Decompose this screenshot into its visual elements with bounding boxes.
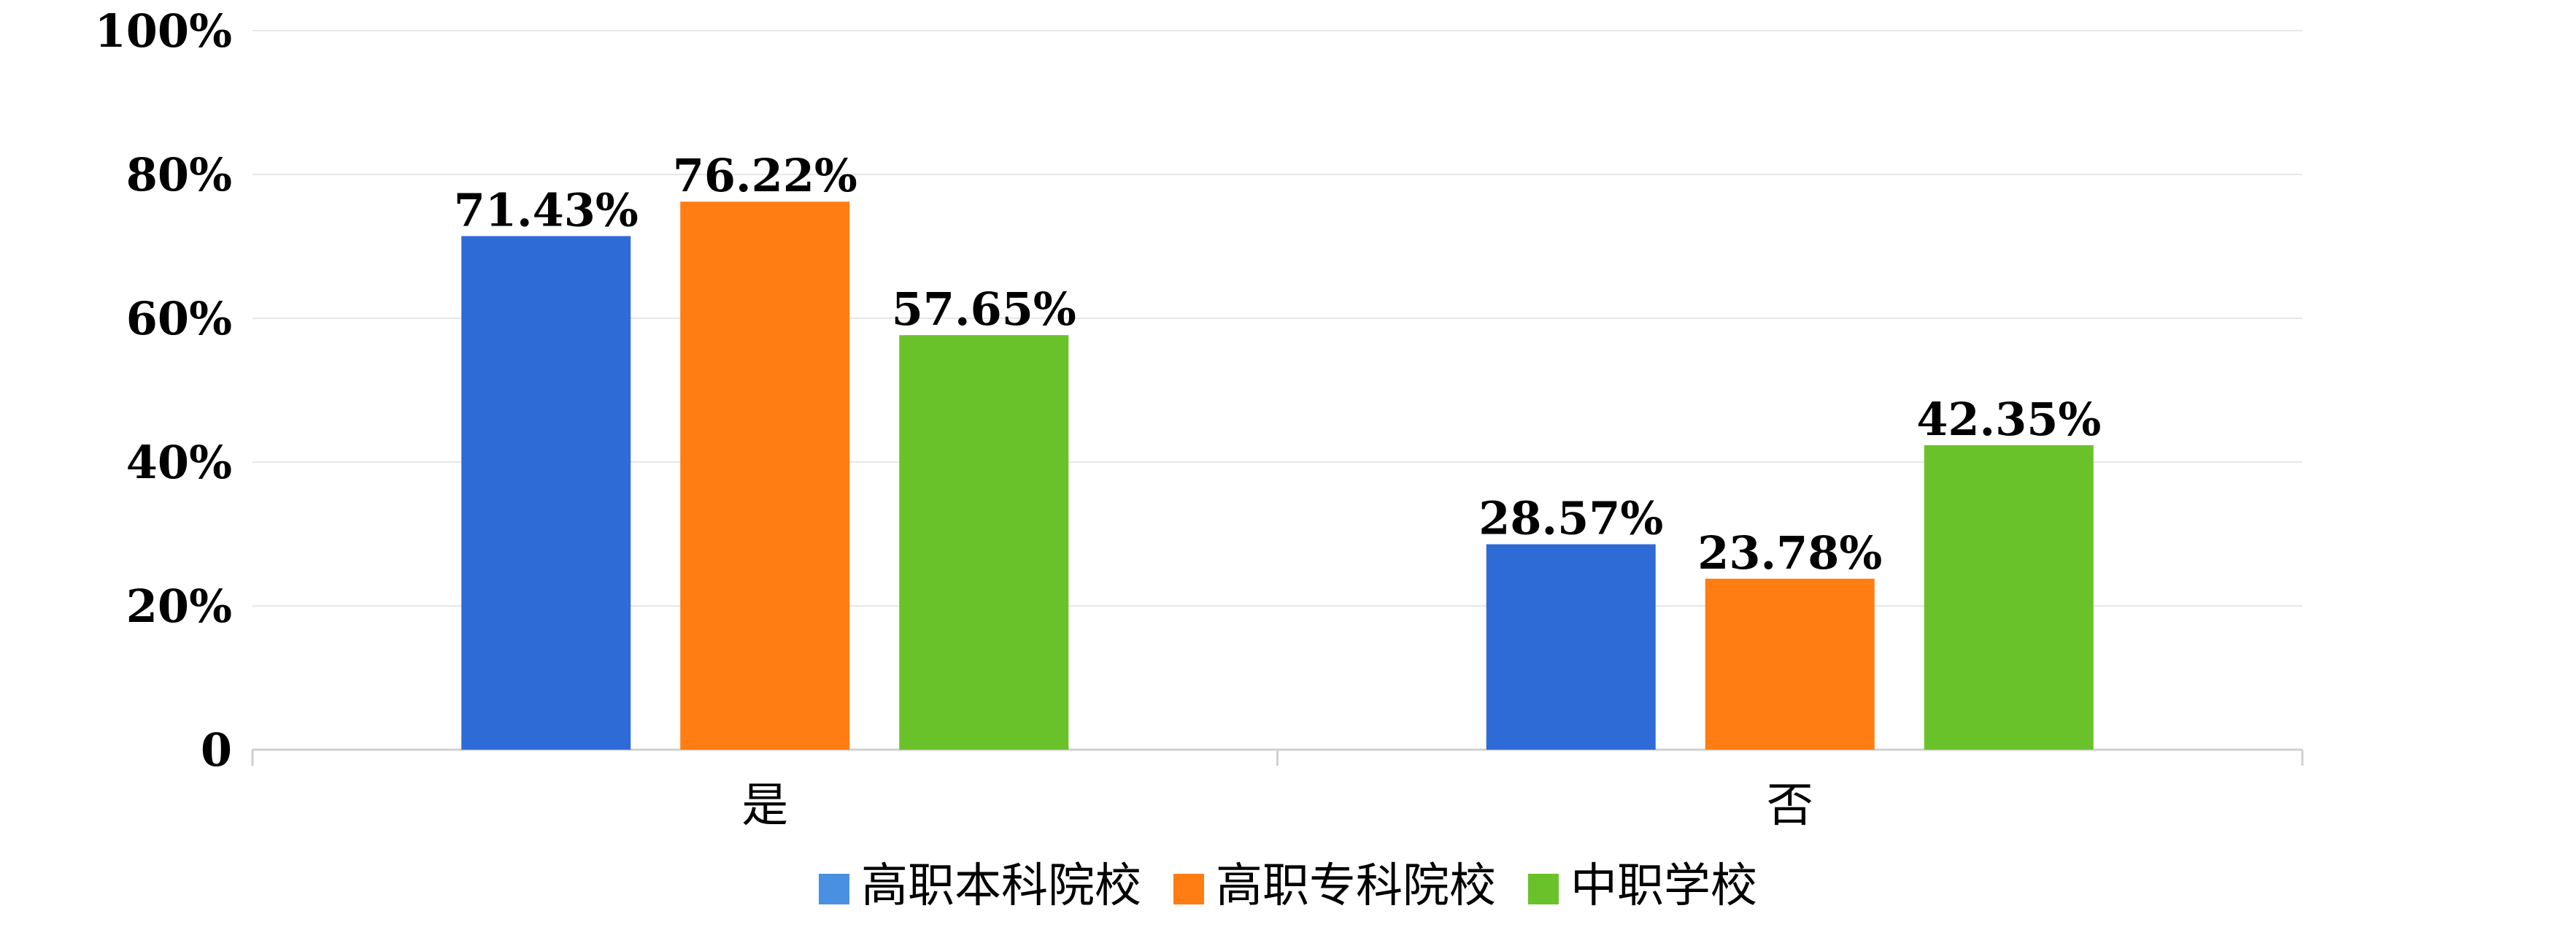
bar <box>1924 445 2094 750</box>
category-label: 是 <box>741 779 788 833</box>
category-label: 否 <box>1767 779 1813 833</box>
bar <box>461 236 631 750</box>
legend-swatch <box>1173 874 1204 904</box>
y-tick-label: 20% <box>126 580 232 633</box>
bar <box>680 201 850 750</box>
data-labels: 71.43% 76.22% 57.65% 28.57% 23.78% 42.35% <box>454 149 2102 580</box>
bar <box>1486 544 1656 750</box>
legend-label: 中职学校 <box>1570 859 1757 913</box>
data-label: 57.65% <box>892 282 1076 336</box>
bar <box>1705 578 1875 750</box>
x-axis <box>251 748 2304 766</box>
bar <box>899 335 1069 750</box>
data-label: 71.43% <box>454 183 639 237</box>
category-labels: 是否 <box>741 779 1813 833</box>
y-tick-label: 0 <box>201 723 232 777</box>
legend-label: 高职专科院校 <box>1216 859 1496 913</box>
y-axis-tick-labels: 0 20% 40% 60% 80% 100% <box>95 4 232 777</box>
y-tick-label: 100% <box>95 4 232 58</box>
legend-label: 高职本科院校 <box>861 859 1141 913</box>
data-label: 42.35% <box>1916 393 2101 446</box>
legend-swatch <box>819 874 849 904</box>
y-tick-label: 40% <box>126 436 232 489</box>
data-label: 76.22% <box>673 149 857 202</box>
bars <box>461 201 2094 750</box>
y-tick-label: 60% <box>126 292 232 345</box>
data-label: 23.78% <box>1697 526 1882 580</box>
data-label: 28.57% <box>1478 492 1663 545</box>
legend-swatch <box>1528 874 1559 904</box>
y-tick-label: 80% <box>126 148 232 201</box>
legend: 高职本科院校 高职专科院校 中职学校 <box>819 859 1757 913</box>
